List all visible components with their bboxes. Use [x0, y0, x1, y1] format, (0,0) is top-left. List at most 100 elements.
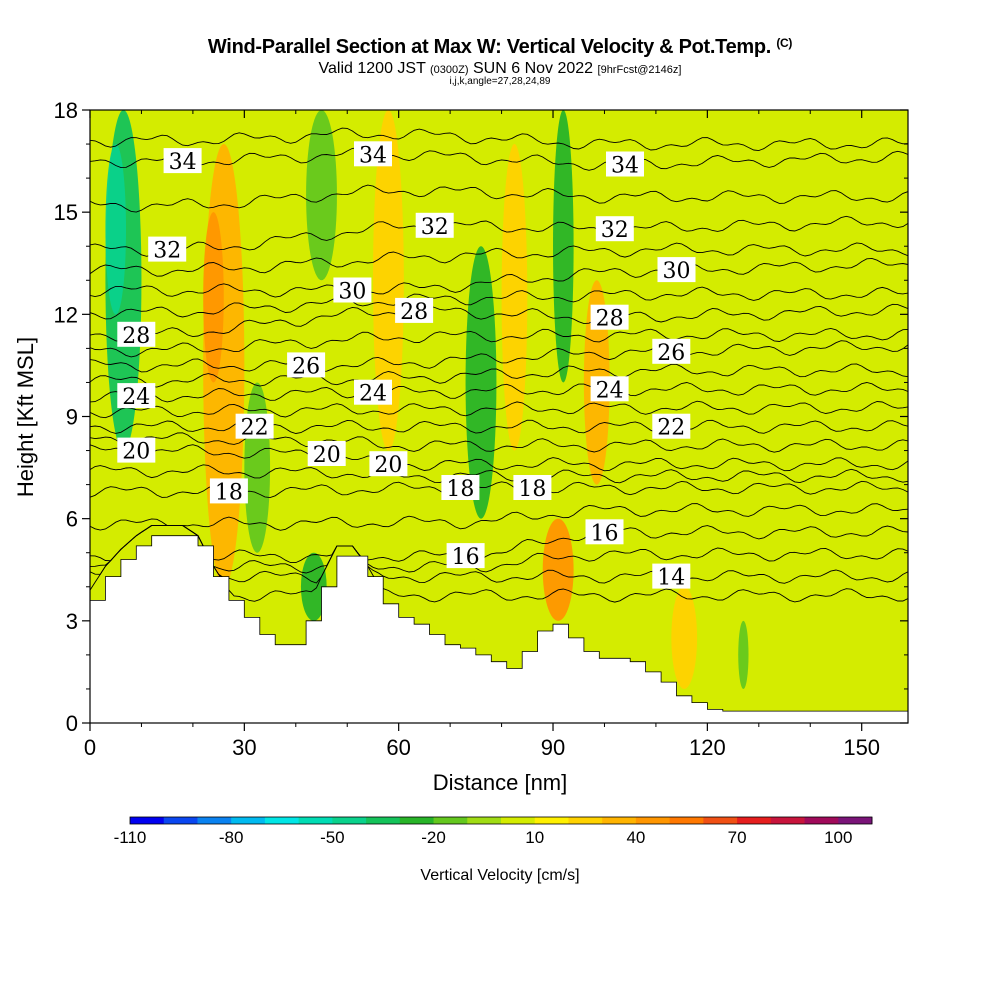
contour-label-32: 32 [415, 212, 454, 240]
x-tick-label: 60 [386, 735, 410, 760]
contour-label-32: 32 [148, 236, 187, 264]
theta-contour-16 [90, 525, 908, 564]
contour-label-text: 32 [421, 215, 449, 240]
valid-date: SUN 6 Nov 2022 [473, 60, 594, 77]
colorbar-swatch [602, 817, 637, 824]
x-axis-label: Distance [nm] [433, 770, 568, 795]
colorbar-swatch [467, 817, 502, 824]
contour-label-text: 34 [359, 143, 387, 168]
contour-label-text: 32 [601, 218, 629, 243]
contour-label-text: 18 [215, 480, 243, 505]
contour-label-24: 24 [117, 383, 156, 410]
contour-label-text: 26 [657, 341, 685, 366]
forecast-info: [9hrFcst@2146z] [597, 64, 682, 76]
colorbar-tick-label: 10 [525, 828, 544, 847]
colorbar-swatch [332, 817, 367, 824]
contour-labels: 34 34 34 32 32 32 30 30 28 28 28 26 26 24 24 24 22 22 20 20… [117, 141, 696, 591]
valid-time: Valid 1200 JST [318, 60, 426, 77]
contour-label-34: 34 [606, 151, 644, 179]
velocity-band-13 [671, 586, 698, 689]
contour-label-26: 26 [652, 338, 691, 366]
contour-label-28: 28 [590, 304, 629, 332]
theta-contour-22 [90, 419, 908, 434]
colorbar-swatch [534, 817, 569, 824]
contour-label-text: 16 [591, 521, 619, 546]
colorbar-swatch [231, 817, 266, 824]
contour-label-18: 18 [441, 475, 480, 502]
x-tick-label: 30 [232, 735, 256, 760]
velocity-band-4 [244, 382, 271, 553]
colorbar-swatch [568, 817, 603, 824]
x-tick-label: 90 [541, 735, 565, 760]
theta-contour-35 [90, 127, 908, 152]
theta-contour-31 [90, 242, 908, 277]
contour-label-text: 20 [374, 453, 402, 478]
contour-label-text: 34 [169, 150, 197, 175]
y-tick-label: 0 [66, 711, 78, 736]
contour-label-text: 34 [611, 154, 639, 179]
contour-label-text: 30 [663, 259, 691, 284]
velocity-band-11 [553, 110, 574, 383]
contour-label-22: 22 [235, 413, 274, 441]
colorbar-tick-label: 40 [626, 828, 645, 847]
theta-contour-17 [90, 503, 908, 531]
velocity-band-3 [203, 212, 224, 383]
theta-contour-15 [90, 525, 908, 574]
colorbar-swatch [433, 817, 468, 824]
colorbar-tick-label: -80 [219, 828, 244, 847]
contour-label-text: 18 [446, 477, 474, 502]
velocity-band-7 [372, 110, 404, 451]
contour-label-text: 30 [338, 280, 366, 305]
velocity-band-8 [465, 246, 497, 519]
contour-label-text: 28 [596, 307, 624, 332]
theta-contours [90, 127, 908, 603]
colorbar-swatch [635, 817, 671, 824]
colorbar-frame [129, 816, 873, 825]
contour-label-18: 18 [513, 475, 552, 502]
contour-label-text: 20 [122, 440, 150, 465]
contour-label-34: 34 [354, 141, 392, 168]
grid-params: i,j,k,angle=27,28,24,89 [449, 76, 551, 87]
contour-label-32: 32 [595, 216, 634, 243]
colorbar-swatch [298, 817, 333, 824]
chart-title: Wind-Parallel Section at Max W: Vertical… [207, 36, 793, 58]
contour-label-text: 24 [596, 378, 624, 403]
contour-label-16: 16 [585, 519, 624, 546]
y-tick-label: 6 [66, 507, 78, 532]
y-tick-label: 3 [66, 609, 78, 634]
contour-label-text: 22 [241, 416, 269, 441]
theta-contour-19 [90, 464, 908, 484]
contour-label-34: 34 [163, 148, 202, 175]
contour-label-14: 14 [652, 563, 691, 591]
velocity-band-9 [501, 144, 528, 451]
y-tick-label: 18 [54, 98, 78, 123]
colorbar-swatch [737, 817, 772, 824]
colorbar-tick-label: -20 [421, 828, 446, 847]
theta-contour-25 [90, 363, 908, 388]
colorbar: -110 -80 -50 -20 10 40 70 100 [114, 816, 873, 847]
contour-label-text: 26 [292, 354, 320, 379]
theta-contour-34 [90, 147, 908, 171]
chart-subtitle: Valid 1200 JST (0300Z) SUN 6 Nov 2022 [9… [0, 60, 1000, 78]
colorbar-tick-label: -50 [320, 828, 345, 847]
contour-label-26: 26 [287, 352, 326, 379]
contour-label-18: 18 [209, 478, 248, 505]
colorbar-tick-label: -110 [114, 828, 147, 847]
contour-label-28: 28 [395, 297, 434, 325]
contour-label-24: 24 [590, 376, 629, 403]
contour-label-20: 20 [369, 451, 408, 478]
colorbar-swatch [366, 817, 401, 824]
velocity-band-5 [300, 552, 327, 621]
colorbar-swatch [770, 817, 806, 824]
colorbar-swatch [399, 817, 435, 824]
theta-contour-29 [90, 286, 908, 320]
colorbar-tick-label: 70 [728, 828, 747, 847]
y-tick-label: 12 [54, 302, 78, 327]
y-axis-label: Height [Kft MSL] [13, 337, 38, 497]
theta-contour-26 [90, 340, 908, 373]
axes: 0 30 60 90 120 150 0 3 6 9 12 15 18 [54, 98, 908, 760]
contour-label-text: 32 [153, 239, 181, 264]
contour-label-text: 18 [518, 477, 546, 502]
x-tick-label: 0 [84, 735, 96, 760]
